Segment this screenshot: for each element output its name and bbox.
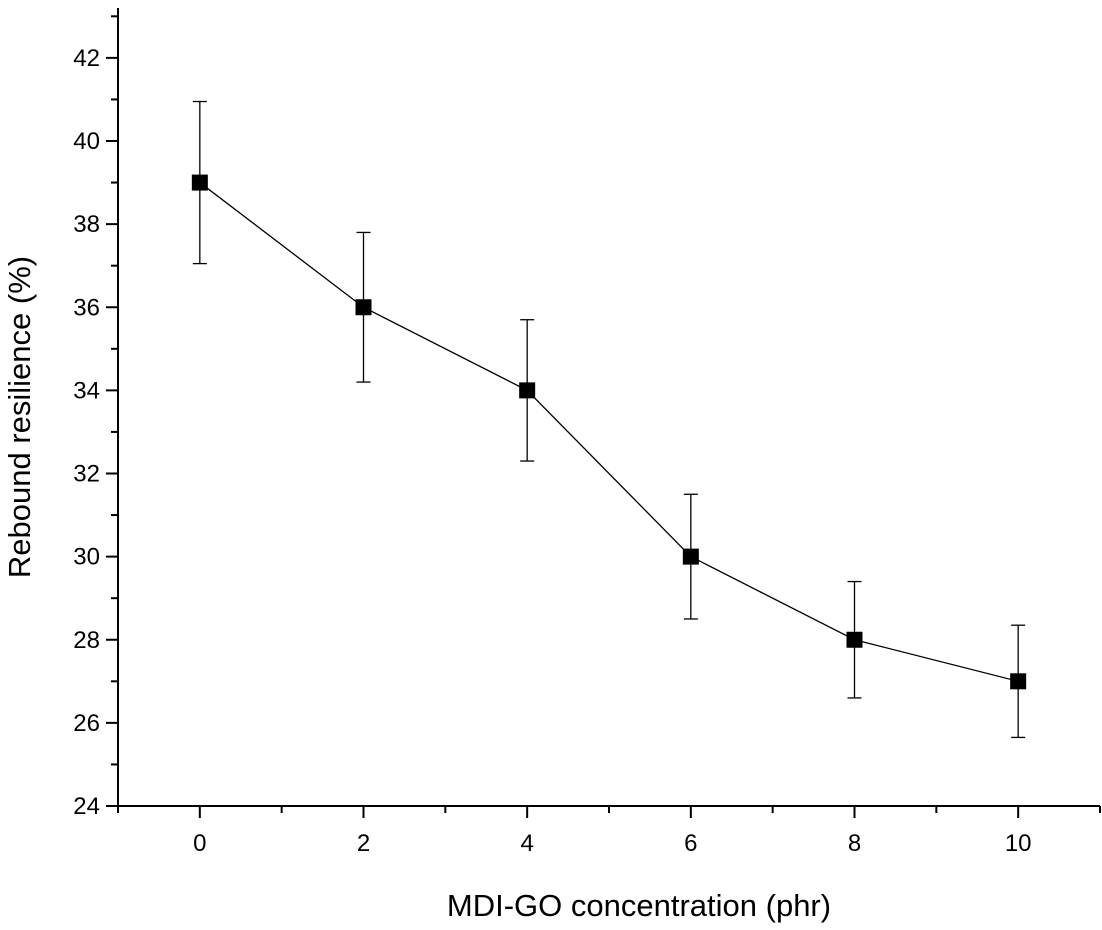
- y-tick-label: 30: [73, 544, 100, 571]
- x-tick-label: 6: [684, 830, 697, 857]
- x-tick-label: 4: [520, 830, 533, 857]
- y-tick-label: 42: [73, 45, 100, 72]
- data-point: [682, 548, 699, 565]
- y-axis-title: Rebound resilience (%): [2, 256, 37, 578]
- y-tick-label: 38: [73, 211, 100, 238]
- y-tick-label: 32: [73, 461, 100, 488]
- data-point: [191, 174, 208, 191]
- x-tick-label: 2: [357, 830, 370, 857]
- y-tick-label: 34: [73, 377, 100, 404]
- data-point: [519, 382, 536, 399]
- data-point: [355, 299, 372, 316]
- y-tick-label: 40: [73, 128, 100, 155]
- series: [191, 100, 1027, 739]
- y-tick-label: 24: [73, 793, 100, 820]
- series-line: [199, 182, 1019, 682]
- data-point: [1010, 673, 1027, 690]
- y-tick-label: 28: [73, 627, 100, 654]
- y-tick-label: 26: [73, 710, 100, 737]
- x-tick-label: 8: [848, 830, 861, 857]
- x-tick-label: 10: [1005, 830, 1032, 857]
- x-tick-label: 0: [193, 830, 206, 857]
- data-point: [846, 631, 863, 648]
- y-tick-label: 36: [73, 294, 100, 321]
- axes: [117, 8, 1100, 807]
- x-axis-title: MDI-GO concentration (phr): [447, 888, 831, 923]
